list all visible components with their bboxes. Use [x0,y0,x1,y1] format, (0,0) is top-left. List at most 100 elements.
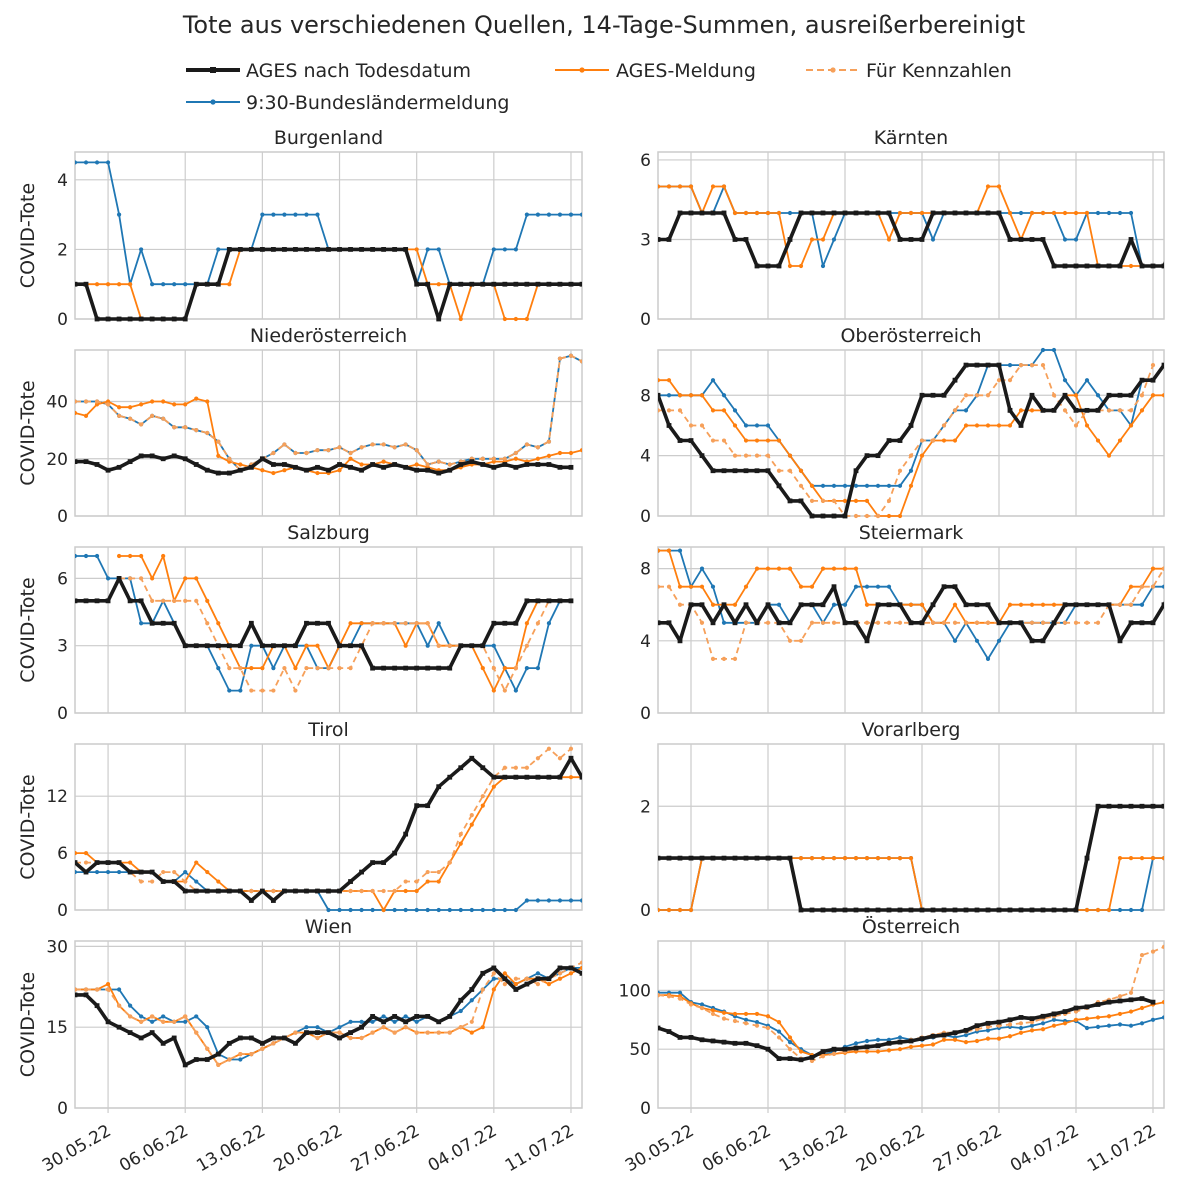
data-point [161,869,166,875]
data-point [502,620,508,626]
y-tick-label: 4 [640,447,651,467]
data-point [260,666,265,671]
data-point [304,666,309,671]
data-point [875,1037,881,1042]
data-point [688,393,694,398]
data-point [403,888,408,894]
data-point [403,879,408,884]
data-point [853,1041,859,1046]
data-point [658,378,661,383]
data-point [227,282,232,287]
data-point [524,774,530,780]
data-point [458,462,464,467]
data-point [216,666,221,671]
data-point [502,247,507,252]
data-point [304,450,309,456]
data-point [359,621,364,626]
data-point [820,237,826,242]
data-point [875,483,881,488]
data-point [128,1003,133,1008]
data-point [502,981,507,987]
data-point [1007,210,1013,216]
data-point [557,976,563,981]
data-point [1106,453,1112,458]
data-point [732,468,738,474]
data-point [1007,1017,1013,1023]
data-point [359,1035,364,1041]
data-point [1128,602,1134,607]
data-point [1029,408,1035,413]
data-point [326,448,331,453]
data-point [809,498,815,504]
data-point [337,468,342,473]
data-point [359,869,364,875]
data-point [985,210,991,216]
data-point [1018,1030,1024,1035]
data-point [864,584,870,589]
data-point [1139,620,1145,626]
data-point [83,869,89,875]
data-point [249,643,254,648]
x-tick-label: 06.06.22 [699,1121,775,1176]
data-point [304,1030,309,1035]
data-point [853,1045,859,1051]
data-point [293,247,298,252]
legend-label-kennzahlen: Für Kennzahlen [866,60,1012,82]
data-point [721,393,727,398]
data-point [1051,1023,1057,1028]
data-point [635,177,640,182]
y-tick-label: 0 [640,704,651,724]
data-point [381,665,387,671]
data-point [952,620,958,625]
data-point [897,1039,903,1045]
data-point [677,393,683,398]
data-point [710,468,716,474]
data-point [94,282,100,287]
data-point [381,442,386,447]
data-point [732,453,738,458]
series-group [658,803,1164,913]
data-point [161,1019,166,1024]
data-point [480,803,485,808]
data-point [952,210,958,216]
data-point [1150,1017,1156,1022]
series-ages_tod [75,177,640,322]
data-point [227,1057,232,1062]
data-point [1117,263,1123,269]
data-point [83,281,89,287]
data-point [787,638,793,643]
data-point [127,459,133,465]
data-point [150,413,155,418]
data-point [579,970,582,976]
data-point [1150,393,1156,398]
data-point [1173,378,1177,382]
data-point [94,553,100,559]
data-point [1018,1015,1024,1020]
data-point [1040,1021,1046,1026]
data-point [1117,438,1123,443]
data-point [1128,856,1134,861]
data-point [535,445,541,450]
data-point [666,423,672,428]
y-tick-label: 0 [640,310,651,330]
data-point [853,468,859,474]
data-point [392,445,397,450]
data-point [337,666,342,671]
data-point [677,408,683,413]
data-point [635,898,639,902]
data-point [226,470,232,476]
y-tick-label: 3 [57,637,68,657]
data-point [1029,237,1035,242]
data-point [205,598,210,603]
data-point [150,598,155,603]
data-point [688,1035,694,1040]
data-point [557,774,563,780]
data-point [1106,1023,1112,1028]
data-point [1040,407,1046,413]
data-point [613,213,617,217]
data-point [116,282,122,287]
data-point [591,282,596,287]
data-point [546,898,552,903]
data-point [557,598,563,604]
data-point [359,1024,364,1030]
